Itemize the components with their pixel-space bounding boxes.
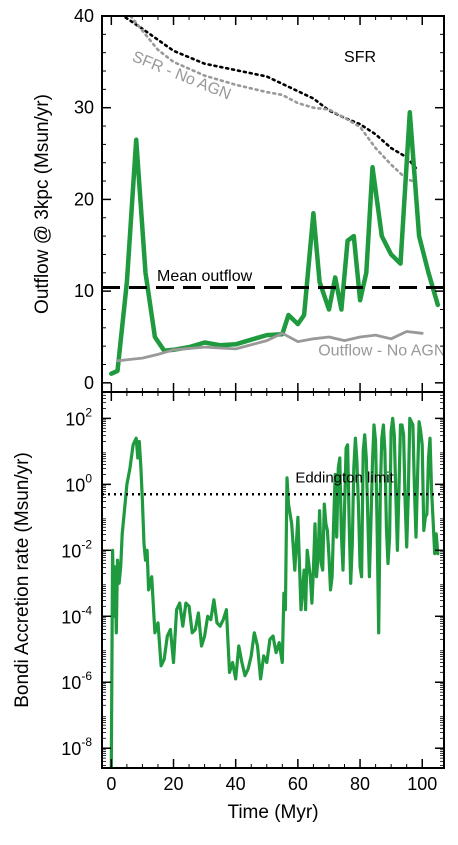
bottom-y-tick-label: 10-4 [61,603,92,627]
top-y-tick-label: 20 [74,189,94,209]
annotation-sfr: SFR [344,49,376,66]
annotation-sfr-no-agn: SFR - No AGN [130,48,234,103]
bottom-y-tick-label: 10-2 [61,537,92,561]
bottom-y-tick-label: 10-8 [61,735,92,759]
bottom-y-axis-label: Bondi Accretion rate (Msun/yr) [12,452,33,708]
bottom-y-tick-label: 10-6 [61,669,92,693]
x-tick-label: 40 [226,774,246,794]
x-tick-label: 0 [106,774,116,794]
top-y-tick-label: 10 [74,281,94,301]
series-line-sfr [121,16,418,170]
annotation-outflow-no-agn: Outflow - No AGN [318,342,445,359]
x-tick-label: 100 [407,774,437,794]
top-y-tick-label: 40 [74,6,94,26]
series-line-bondi-accretion [109,416,440,768]
x-tick-label: 60 [288,774,308,794]
top-y-axis-label: Outflow @ 3kpc (Msun/yr) [32,94,53,314]
annotation-mean-outflow: Mean outflow [157,268,253,285]
top-y-tick-label: 0 [84,373,94,393]
top-panel-outflow: SFR SFR - No AGN Mean outflow Outflow - No … [32,6,445,393]
x-axis-label: Time (Myr) [227,802,318,823]
series-line-sfr-no-agn [128,16,418,184]
bottom-panel-frame [101,391,445,769]
annotation-eddington-limit: Eddington limit [295,469,394,486]
bottom-panel-bondi-accretion: Eddington limit 0 20 40 60 80 100 10-8 10-6 10-4… [12,391,445,823]
x-tick-label: 20 [163,774,183,794]
series-line-outflow-no-agn [116,330,424,363]
bottom-y-tick-label: 100 [65,471,92,495]
bottom-y-tick-label: 102 [65,405,92,429]
x-tick-label: 80 [350,774,370,794]
top-y-tick-label: 30 [74,98,94,118]
series-line-outflow [109,110,441,376]
